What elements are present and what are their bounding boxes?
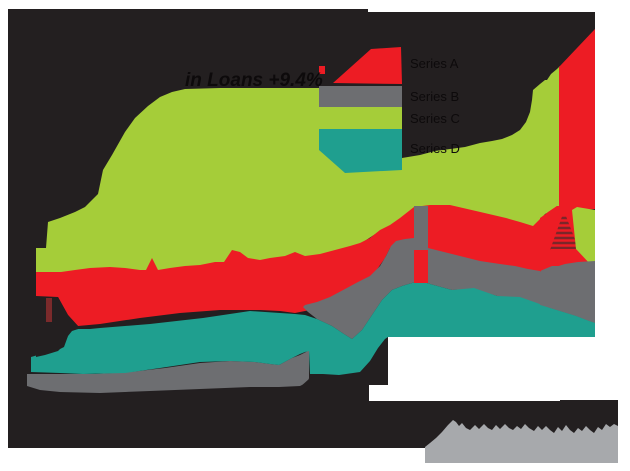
svg-text:Series D: Series D [410, 141, 460, 156]
svg-text:Series A: Series A [410, 56, 459, 71]
svg-text:Series B: Series B [410, 89, 459, 104]
svg-text:Series C: Series C [410, 111, 460, 126]
svg-text:in Loans +9.4%: in Loans +9.4% [185, 70, 323, 91]
